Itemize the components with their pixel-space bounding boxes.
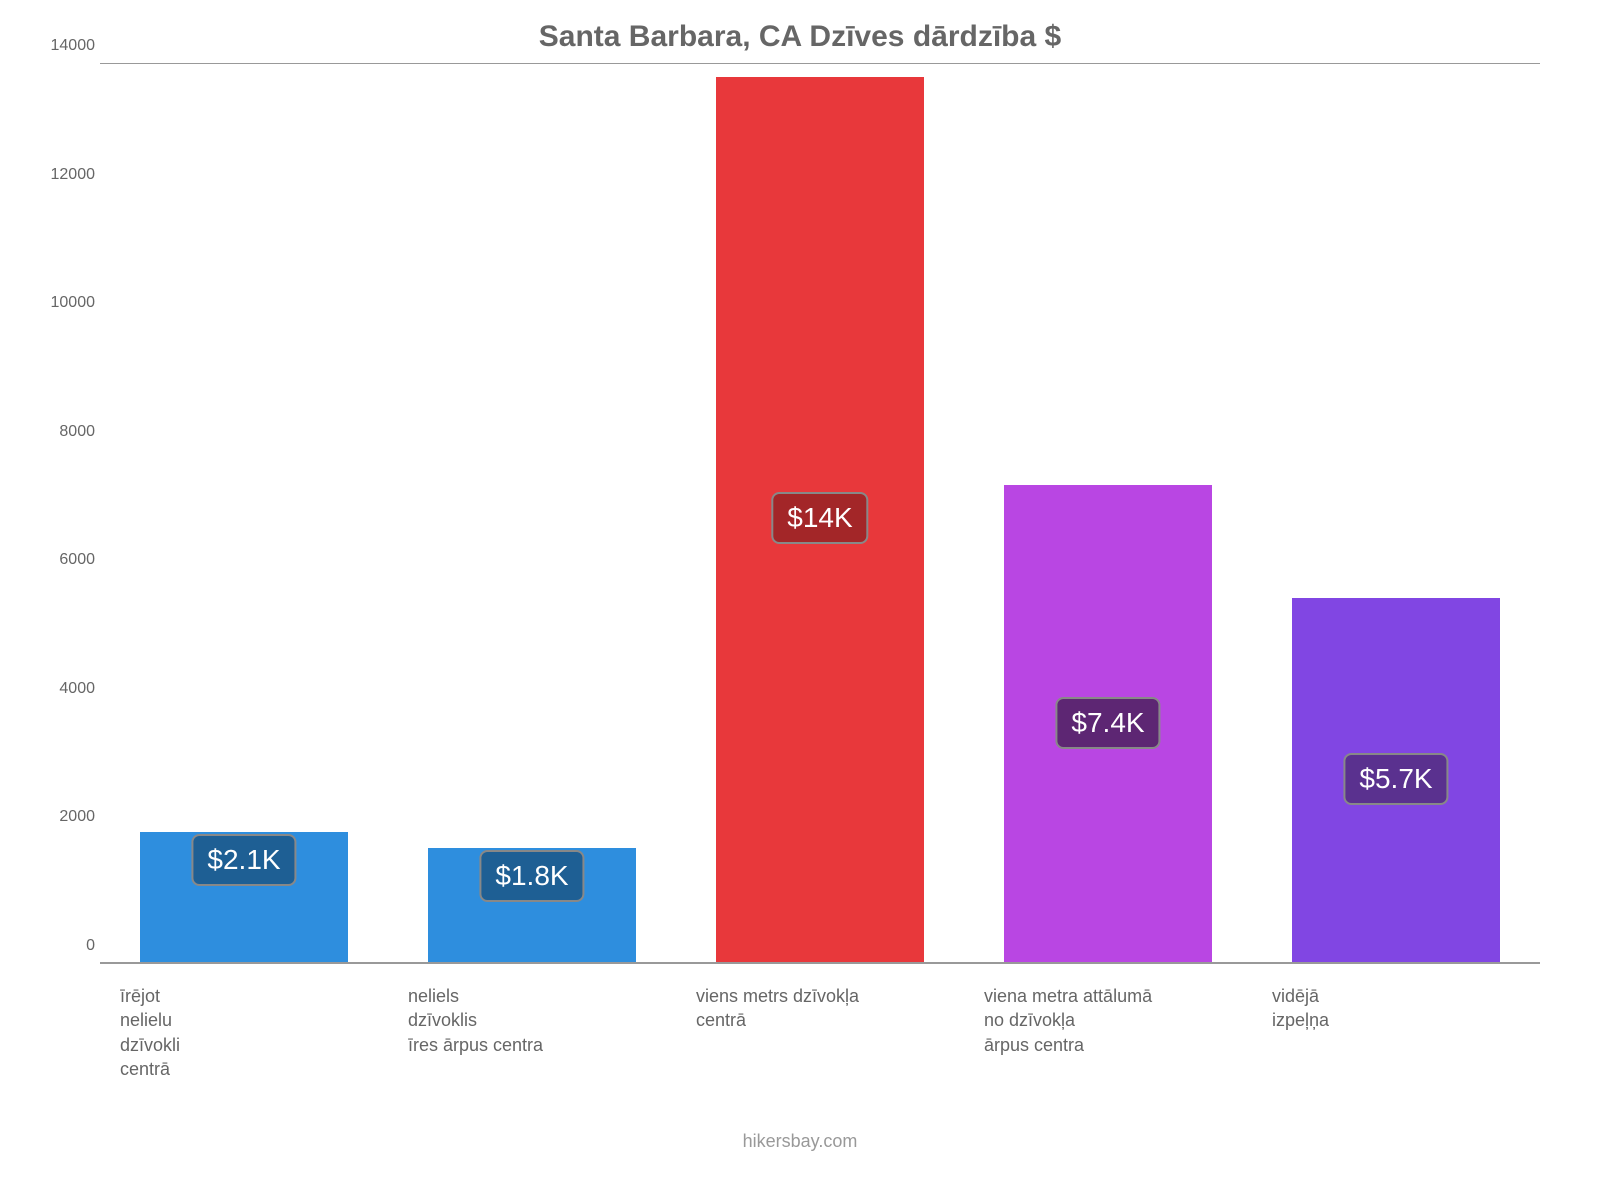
- bar-slot: $1.8K: [388, 64, 676, 964]
- y-tick-label: 12000: [40, 166, 95, 184]
- bars-area: $2.1K $1.8K $14K $7.4K $5.7K: [100, 64, 1540, 964]
- bar-value-label: $5.7K: [1343, 753, 1448, 805]
- bar-slot: $7.4K: [964, 64, 1252, 964]
- y-tick-label: 2000: [40, 808, 95, 826]
- x-axis-label: viens metrs dzīvokļa centrā: [676, 984, 964, 1081]
- bar[interactable]: $5.7K: [1292, 598, 1499, 964]
- bar-value-label: $7.4K: [1055, 697, 1160, 749]
- x-axis-label: vidējā izpeļņa: [1252, 984, 1540, 1081]
- bar-slot: $14K: [676, 64, 964, 964]
- bar-value-label: $14K: [771, 492, 868, 544]
- y-tick-label: 0: [40, 937, 95, 955]
- x-axis-label: neliels dzīvoklis īres ārpus centra: [388, 984, 676, 1081]
- bar-value-label: $2.1K: [191, 834, 296, 886]
- bar-slot: $2.1K: [100, 64, 388, 964]
- y-tick-label: 14000: [40, 37, 95, 55]
- x-axis-label: īrējot nelielu dzīvokli centrā: [100, 984, 388, 1081]
- bar[interactable]: $2.1K: [140, 832, 347, 964]
- chart-container: Santa Barbara, CA Dzīves dārdzība $ 0200…: [0, 0, 1600, 1200]
- bar-value-label: $1.8K: [479, 850, 584, 902]
- y-axis: 02000400060008000100001200014000: [40, 64, 95, 964]
- x-axis-label: viena metra attālumā no dzīvokļa ārpus c…: [964, 984, 1252, 1081]
- bar-slot: $5.7K: [1252, 64, 1540, 964]
- bar[interactable]: $1.8K: [428, 848, 635, 964]
- baseline: [100, 962, 1540, 964]
- attribution: hikersbay.com: [40, 1131, 1560, 1152]
- y-tick-label: 10000: [40, 294, 95, 312]
- bar[interactable]: $7.4K: [1004, 485, 1211, 964]
- y-tick-label: 8000: [40, 423, 95, 441]
- plot-area: 02000400060008000100001200014000 $2.1K$1…: [100, 64, 1540, 964]
- y-tick-label: 4000: [40, 680, 95, 698]
- bar[interactable]: $14K: [716, 77, 923, 964]
- x-axis-labels: īrējot nelielu dzīvokli centrāneliels dz…: [100, 984, 1540, 1081]
- chart-title: Santa Barbara, CA Dzīves dārdzība $: [40, 20, 1560, 54]
- y-tick-label: 6000: [40, 551, 95, 569]
